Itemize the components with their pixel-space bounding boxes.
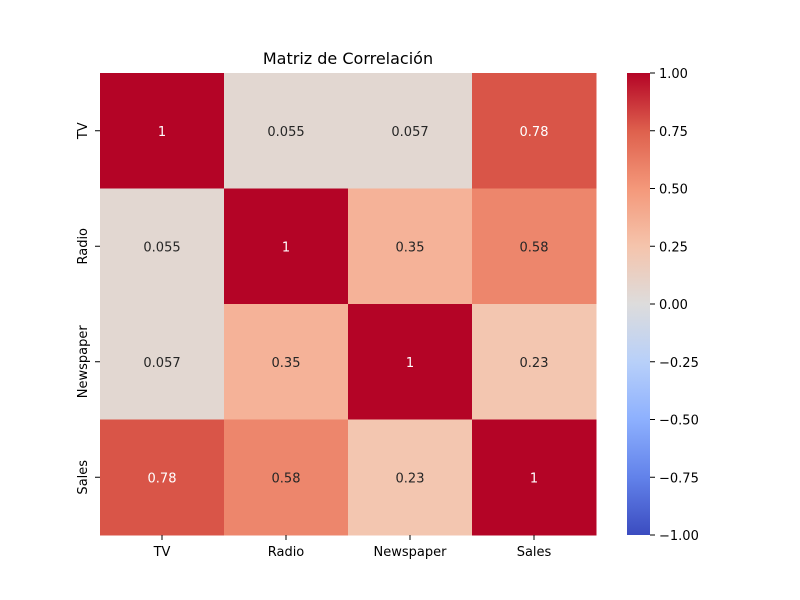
heatmap-cell bbox=[224, 304, 349, 420]
y-axis: TV Radio Newspaper Sales bbox=[76, 122, 100, 495]
y-tick-label: Radio bbox=[76, 228, 91, 265]
x-tick-label: TV bbox=[153, 545, 171, 560]
cell-annotation: 0.58 bbox=[272, 471, 301, 486]
y-tick-label: TV bbox=[76, 122, 91, 140]
heatmap-cell bbox=[472, 419, 597, 536]
cell-annotation: 0.055 bbox=[143, 240, 180, 255]
colorbar-tick-label: 1.00 bbox=[659, 67, 688, 82]
heatmap-cell bbox=[472, 73, 597, 189]
x-tick-label: Newspaper bbox=[374, 545, 448, 560]
colorbar-tick-label: −0.75 bbox=[659, 471, 699, 486]
heatmap-cell bbox=[472, 304, 597, 420]
heatmap-cell bbox=[100, 73, 225, 189]
cell-annotation: 0.23 bbox=[396, 471, 425, 486]
cell-annotation: 0.23 bbox=[520, 356, 549, 371]
cell-annotation: 0.78 bbox=[148, 471, 177, 486]
heatmap-cell bbox=[348, 73, 473, 189]
heatmap-cell bbox=[224, 419, 349, 536]
x-axis: TV Radio Newspaper Sales bbox=[153, 535, 552, 560]
colorbar-tick-label: 0.75 bbox=[659, 125, 688, 140]
heatmap-cell bbox=[348, 419, 473, 536]
colorbar: 1.00 0.75 0.50 0.25 0.00 −0.25 −0.50 −0.75 −1.00 bbox=[627, 67, 699, 544]
cell-annotation: 1 bbox=[282, 240, 290, 255]
heatmap-cells bbox=[100, 73, 597, 536]
heatmap-cell bbox=[348, 304, 473, 420]
colorbar-tick-label: 0.25 bbox=[659, 240, 688, 255]
x-tick-label: Radio bbox=[268, 545, 305, 560]
cell-annotation: 1 bbox=[158, 125, 166, 140]
colorbar-ticks: 1.00 0.75 0.50 0.25 0.00 −0.25 −0.50 −0.75 −1.00 bbox=[650, 67, 699, 544]
heatmap-cell bbox=[224, 188, 349, 305]
colorbar-tick-label: −1.00 bbox=[659, 529, 699, 544]
heatmap-cell bbox=[100, 304, 225, 420]
cell-annotation: 1 bbox=[406, 356, 414, 371]
colorbar-tick-label: −0.50 bbox=[659, 414, 699, 429]
x-tick-label: Sales bbox=[517, 545, 552, 560]
cell-annotation: 0.35 bbox=[272, 356, 301, 371]
chart-title: Matriz de Correlación bbox=[263, 49, 433, 68]
cell-annotation: 0.78 bbox=[520, 125, 549, 140]
cell-annotation: 0.055 bbox=[267, 125, 304, 140]
y-tick-label: Newspaper bbox=[76, 325, 91, 399]
cell-annotation: 1 bbox=[530, 471, 538, 486]
cell-annotation: 0.057 bbox=[143, 356, 180, 371]
colorbar-gradient bbox=[627, 73, 650, 535]
cell-annotation: 0.35 bbox=[396, 240, 425, 255]
y-tick-label: Sales bbox=[76, 460, 91, 495]
heatmap-cell bbox=[100, 419, 225, 536]
heatmap-cell bbox=[348, 188, 473, 305]
heatmap-cell bbox=[472, 188, 597, 305]
cell-annotation: 0.58 bbox=[520, 240, 549, 255]
colorbar-tick-label: −0.25 bbox=[659, 356, 699, 371]
heatmap-cell-labels: 1 0.055 0.057 0.78 0.055 1 0.35 0.58 0.057 0.35 1 0… bbox=[143, 125, 548, 487]
cell-annotation: 0.057 bbox=[391, 125, 428, 140]
colorbar-tick-label: 0.50 bbox=[659, 183, 688, 198]
heatmap-cell bbox=[100, 188, 225, 305]
heatmap-cell bbox=[224, 73, 349, 189]
colorbar-tick-label: 0.00 bbox=[659, 298, 688, 313]
